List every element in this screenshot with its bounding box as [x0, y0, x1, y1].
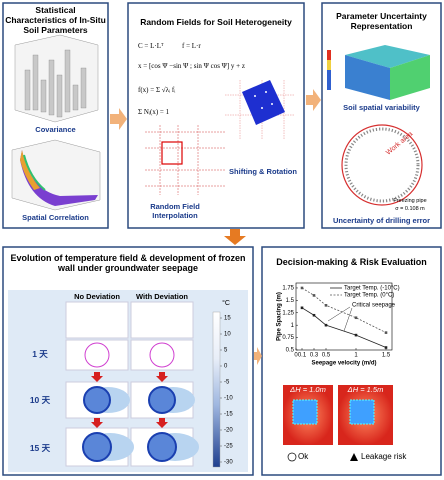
- colorbar-tick-label: -5: [224, 380, 230, 386]
- formula: x = [cos Ψ −sin Ψ ; sin Ψ cos Ψ] y + z: [138, 62, 245, 70]
- x-tick-label: 0: [294, 353, 298, 359]
- outcome: Ok: [298, 452, 309, 461]
- case-label: ΔH = 1.0m: [290, 385, 326, 394]
- colorbar-tick-label: -15: [224, 412, 233, 418]
- x-axis-label: Seepage velocity (m/d): [311, 361, 376, 367]
- series-point: [324, 304, 328, 307]
- x-tick-label: 1.5: [382, 353, 391, 359]
- colorbar-tick-label: -30: [224, 460, 233, 466]
- y-tick-label: 0.75: [282, 335, 294, 341]
- colorbar-tick-label: 15: [224, 316, 231, 322]
- y-tick-label: 0.5: [286, 348, 295, 354]
- chart-annotation: Critical seepage: [352, 303, 396, 309]
- step-arrows: [91, 372, 168, 428]
- series-point: [300, 306, 304, 310]
- formula: f = L·r: [182, 42, 201, 50]
- row-label: 10 天: [29, 395, 51, 405]
- colorbar-tick-label: -25: [224, 444, 233, 450]
- y-axis-label: Pipe Spacing (m): [277, 292, 283, 341]
- panel-title: Evolution of temperature field & develop…: [10, 253, 246, 274]
- drilling-circle: [341, 124, 423, 206]
- colorbar-tick-label: 5: [224, 348, 228, 354]
- surface-image: [11, 139, 101, 211]
- y-tick-label: 1.25: [282, 310, 294, 316]
- interp-grid: [145, 125, 225, 195]
- formula: C = L·Lᵀ: [138, 42, 164, 50]
- panel-title: Parameter Uncertainty Representation: [336, 11, 427, 31]
- series-point: [354, 333, 358, 337]
- y-tick-label: 1.5: [286, 298, 295, 304]
- label: Random Field Interpolation: [150, 202, 200, 220]
- y-tick-label: 1.75: [282, 286, 294, 292]
- formula: f(x) = Σ √λᵢ fᵢ: [138, 86, 176, 94]
- colorbar-unit: °C: [222, 300, 230, 307]
- arrows: [110, 89, 321, 365]
- annotation: σ = 0.108 m: [395, 206, 425, 212]
- colorbar-tick-label: -10: [224, 396, 233, 402]
- y-tick-label: 1: [291, 323, 295, 329]
- case-label: ΔH = 1.5m: [347, 385, 384, 394]
- bar3d-image: [14, 34, 99, 123]
- outcome: Leakage risk: [361, 452, 407, 461]
- colorbar-tick-label: 0: [224, 364, 228, 370]
- series-point: [324, 323, 328, 327]
- series-point: [384, 346, 388, 349]
- colorbar-tick-label: -20: [224, 428, 233, 434]
- series-point: [300, 286, 304, 290]
- legend-label: Target Temp. (0°C): [344, 293, 394, 299]
- frozen-walls: [82, 342, 199, 462]
- x-tick-label: 0.5: [322, 353, 331, 359]
- soil-block-image: [327, 45, 430, 100]
- label: Spatial Correlation: [22, 213, 89, 222]
- label: Soil spatial variability: [343, 103, 420, 112]
- x-tick-label: 0.3: [310, 353, 319, 359]
- column-header: No Deviation: [74, 292, 120, 301]
- panel-title: Decision-making & Risk Evaluation: [276, 257, 427, 267]
- legend-label: Target Temp. (-10°C): [344, 286, 400, 292]
- annotation-arrow: [343, 307, 353, 332]
- interp-cell: [161, 141, 183, 165]
- outcome-icons: [287, 452, 358, 462]
- colorbar: [212, 311, 221, 468]
- panel-title: Statistical Characteristics of In-Situ S…: [5, 5, 106, 35]
- heat-maps: [283, 385, 393, 445]
- label: Covariance: [35, 125, 76, 134]
- colorbar-tick-label: 10: [224, 332, 231, 338]
- panel-title: Random Fields for Soil Heterogeneity: [140, 17, 292, 27]
- plot-frame: [295, 282, 393, 351]
- rotation-image: [225, 80, 295, 140]
- column-header: With Deviation: [135, 292, 189, 301]
- x-tick-label: 1: [354, 353, 358, 359]
- series-point: [312, 313, 316, 317]
- formula: Σ Nᵢ(x) = 1: [138, 108, 170, 116]
- series-point: [354, 316, 358, 320]
- row-label: 1 天: [32, 349, 48, 359]
- row-label: 15 天: [29, 443, 51, 453]
- label: Uncertainty of drilling error: [332, 216, 431, 225]
- annotation-arrow: [327, 306, 351, 322]
- label: Shifting & Rotation: [229, 167, 297, 176]
- x-tick-label: 0.1: [298, 353, 307, 359]
- series-point: [384, 331, 388, 334]
- series-point: [312, 294, 316, 297]
- annotation: Freezing pipe: [393, 198, 427, 204]
